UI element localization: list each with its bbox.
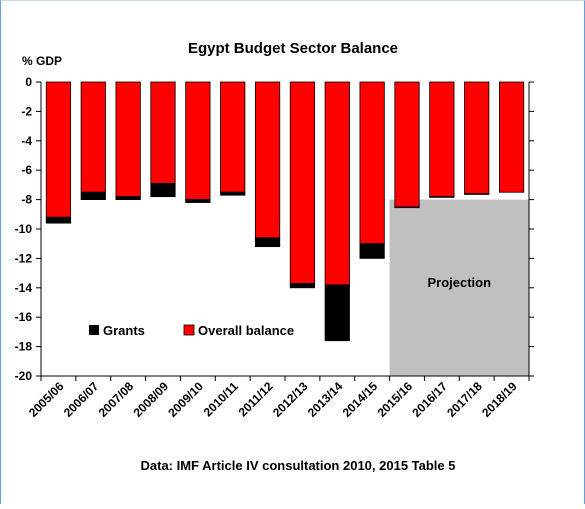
source-note: Data: IMF Article IV consultation 2010, … (141, 458, 456, 473)
bar-overall-balance-2011-12 (254, 81, 281, 239)
bar-grants-2013-14 (324, 284, 350, 342)
bar-overall-balance-2005-06 (45, 81, 72, 218)
y-tick-label: -18 (15, 340, 33, 354)
bar-overall-balance-2012-13 (289, 81, 316, 284)
projection-label: Projection (427, 275, 491, 290)
bar-grants-2010-11 (220, 191, 246, 196)
legend: Grants Overall balance (89, 323, 294, 338)
bar-overall-balance-2016-17 (429, 81, 455, 198)
bar-overall-balance-2007-08 (115, 81, 141, 198)
y-axis-label: % GDP (22, 54, 62, 68)
projection-shade (389, 199, 529, 376)
x-tick-label-2009-10: 2009/10 (165, 379, 206, 420)
x-tick-label-2011-12: 2011/12 (236, 379, 276, 419)
bar-grants-2012-13 (289, 282, 316, 289)
x-tick-label-2007-08: 2007/08 (96, 379, 137, 420)
bars (45, 81, 525, 342)
x-tick-label-2010-11: 2010/11 (201, 379, 241, 419)
bar-overall-balance-2015-16 (394, 81, 420, 208)
y-tick-label: -20 (15, 369, 33, 383)
x-tick-label-2005-06: 2005/06 (26, 379, 67, 420)
bar-grants-2005-06 (45, 216, 72, 224)
projection-region: Projection (389, 199, 529, 376)
y-tick-label: 0 (25, 75, 32, 89)
bar-grants-2016-17 (429, 196, 455, 198)
y-tick-label: -16 (15, 310, 33, 324)
x-tick-label-2006-07: 2006/07 (61, 379, 102, 420)
x-tick-label-2012-13: 2012/13 (270, 379, 311, 420)
x-tick-label-2017-18: 2017/18 (444, 379, 485, 420)
y-tick-label: -2 (21, 104, 32, 118)
x-tick-label-2015-16: 2015/16 (375, 379, 416, 420)
y-tick-label: -6 (21, 163, 32, 177)
bar-grants-2007-08 (115, 196, 141, 201)
x-tick-label-2013-14: 2013/14 (305, 379, 346, 420)
y-tick-label: -14 (15, 281, 33, 295)
bar-overall-balance-2010-11 (220, 81, 246, 193)
bar-overall-balance-2014-15 (359, 81, 385, 245)
bar-overall-balance-2006-07 (80, 81, 106, 193)
x-tick-label-2008-09: 2008/09 (131, 379, 172, 420)
legend-swatch-grants (89, 325, 99, 335)
y-tick-label: -12 (15, 251, 33, 265)
bar-overall-balance-2009-10 (185, 81, 211, 200)
y-tick-label: -8 (21, 193, 32, 207)
bar-overall-balance-2008-09 (150, 81, 176, 184)
x-tick-label-2016-17: 2016/17 (409, 379, 450, 420)
bar-overall-balance-2018-19 (498, 81, 525, 193)
bar-grants-2015-16 (394, 206, 420, 209)
legend-label-overall-balance: Overall balance (198, 323, 294, 338)
legend-label-grants: Grants (103, 323, 145, 338)
x-tick-label-2014-15: 2014/15 (340, 379, 381, 420)
y-tick-label: -10 (15, 222, 33, 236)
bar-grants-2006-07 (80, 191, 106, 200)
chart-title: Egypt Budget Sector Balance (188, 40, 398, 57)
bar-grants-2017-18 (464, 193, 490, 195)
bar-grants-2011-12 (254, 237, 281, 248)
bar-grants-2008-09 (150, 183, 176, 198)
y-tick-label: -4 (21, 134, 32, 148)
x-tick-label-2018-19: 2018/19 (479, 379, 520, 420)
bar-overall-balance-2013-14 (324, 81, 350, 286)
bar-grants-2009-10 (185, 199, 211, 203)
bar-overall-balance-2017-18 (464, 81, 490, 195)
bar-grants-2014-15 (359, 243, 385, 259)
legend-swatch-overall-balance (183, 324, 195, 336)
